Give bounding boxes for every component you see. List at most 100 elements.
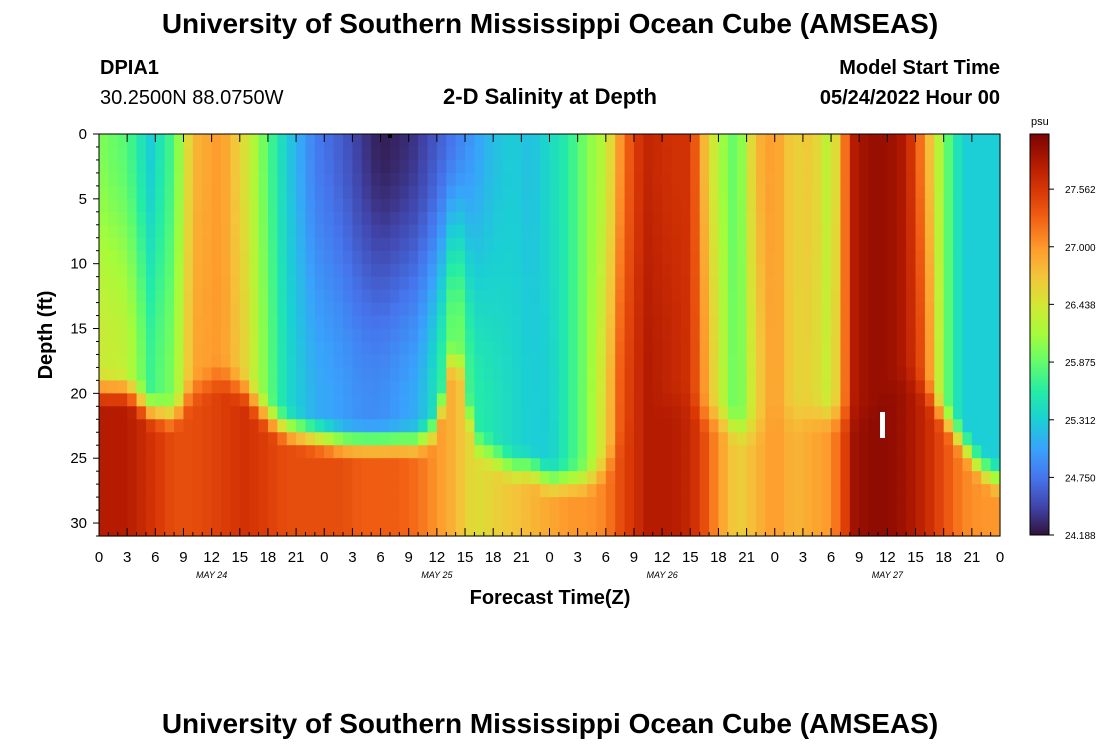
heatmap-cell bbox=[230, 276, 241, 291]
heatmap-cell bbox=[690, 237, 701, 252]
heatmap-cell bbox=[981, 419, 992, 433]
heatmap-cell bbox=[774, 250, 785, 265]
heatmap-cell bbox=[389, 211, 400, 226]
heatmap-cell bbox=[812, 354, 823, 369]
heatmap-cell bbox=[446, 497, 457, 511]
heatmap-cell bbox=[108, 146, 119, 161]
heatmap-cell bbox=[258, 510, 269, 524]
heatmap-cell bbox=[793, 523, 804, 537]
heatmap-cell bbox=[211, 484, 222, 498]
heatmap-cell bbox=[784, 484, 795, 498]
heatmap-cell bbox=[493, 380, 504, 394]
heatmap-cell bbox=[868, 224, 879, 239]
heatmap-cell bbox=[174, 315, 185, 330]
heatmap-cell bbox=[737, 445, 748, 459]
heatmap-cell bbox=[192, 484, 203, 498]
heatmap-cell bbox=[333, 302, 344, 317]
heatmap-cell bbox=[455, 146, 466, 161]
heatmap-cell bbox=[671, 276, 682, 291]
heatmap-cell bbox=[267, 159, 278, 174]
heatmap-cell bbox=[211, 328, 222, 343]
heatmap-cell bbox=[746, 471, 757, 485]
heatmap-cell bbox=[596, 419, 607, 433]
heatmap-cell bbox=[286, 341, 297, 356]
heatmap-cell bbox=[793, 172, 804, 187]
heatmap-cell bbox=[155, 250, 166, 265]
heatmap-cell bbox=[521, 224, 532, 239]
heatmap-cell bbox=[849, 134, 860, 148]
heatmap-cell bbox=[709, 523, 720, 537]
heatmap-cell bbox=[183, 471, 194, 485]
heatmap-cell bbox=[812, 432, 823, 446]
heatmap-cell bbox=[784, 341, 795, 356]
heatmap-cell bbox=[906, 263, 917, 278]
heatmap-cell bbox=[962, 341, 973, 356]
heatmap-cell bbox=[465, 341, 476, 356]
heatmap-cell bbox=[737, 406, 748, 420]
heatmap-cell bbox=[258, 393, 269, 407]
heatmap-cell bbox=[953, 510, 964, 524]
heatmap-cell bbox=[831, 198, 842, 213]
heatmap-cell bbox=[831, 471, 842, 485]
heatmap-cell bbox=[540, 146, 551, 161]
heatmap-cell bbox=[521, 445, 532, 459]
heatmap-cell bbox=[117, 458, 128, 472]
heatmap-cell bbox=[211, 250, 222, 265]
heatmap-cell bbox=[117, 289, 128, 304]
heatmap-cell bbox=[718, 367, 729, 381]
y-tick-label: 5 bbox=[79, 191, 87, 208]
heatmap-cell bbox=[831, 367, 842, 381]
heatmap-cell bbox=[164, 159, 175, 174]
heatmap-cell bbox=[718, 380, 729, 394]
heatmap-cell bbox=[953, 250, 964, 265]
heatmap-cell bbox=[577, 419, 588, 433]
heatmap-cell bbox=[239, 263, 250, 278]
heatmap-cell bbox=[127, 471, 138, 485]
heatmap-cell bbox=[211, 419, 222, 433]
heatmap-cell bbox=[896, 445, 907, 459]
heatmap-cell bbox=[474, 289, 485, 304]
y-tick-label: 25 bbox=[70, 450, 87, 467]
heatmap-cell bbox=[737, 458, 748, 472]
heatmap-cell bbox=[802, 367, 813, 381]
heatmap-cell bbox=[267, 471, 278, 485]
heatmap-cell bbox=[286, 354, 297, 369]
heatmap-cell bbox=[380, 146, 391, 161]
heatmap-cell bbox=[765, 185, 776, 200]
heatmap-cell bbox=[962, 315, 973, 330]
heatmap-cell bbox=[108, 224, 119, 239]
heatmap-cell bbox=[202, 354, 213, 369]
colorbar-tick-label: 24.188 bbox=[1065, 531, 1096, 542]
heatmap-cell bbox=[896, 159, 907, 174]
heatmap-cell bbox=[690, 146, 701, 161]
heatmap-cell bbox=[333, 328, 344, 343]
heatmap-cell bbox=[502, 497, 513, 511]
heatmap-cell bbox=[99, 302, 109, 317]
heatmap-cell bbox=[774, 211, 785, 226]
heatmap-cell bbox=[831, 328, 842, 343]
heatmap-cell bbox=[849, 497, 860, 511]
heatmap-cell bbox=[727, 315, 738, 330]
heatmap-cell bbox=[755, 263, 766, 278]
heatmap-cell bbox=[164, 276, 175, 291]
heatmap-cell bbox=[324, 198, 335, 213]
heatmap-cell bbox=[737, 328, 748, 343]
heatmap-cell bbox=[990, 341, 1001, 356]
heatmap-cell bbox=[117, 380, 128, 394]
heatmap-cell bbox=[352, 367, 363, 381]
heatmap-cell bbox=[221, 172, 231, 187]
heatmap-cell bbox=[277, 406, 288, 420]
heatmap-cell bbox=[652, 211, 663, 226]
heatmap-cell bbox=[202, 172, 213, 187]
heatmap-cell bbox=[596, 523, 607, 537]
heatmap-cell bbox=[962, 224, 973, 239]
heatmap-cell bbox=[145, 250, 156, 265]
heatmap-cell bbox=[737, 198, 748, 213]
heatmap-cell bbox=[718, 497, 729, 511]
heatmap-cell bbox=[915, 471, 926, 485]
heatmap-cell bbox=[117, 224, 128, 239]
heatmap-cell bbox=[971, 198, 982, 213]
heatmap-cell bbox=[577, 134, 588, 148]
heatmap-cell bbox=[727, 523, 738, 537]
heatmap-cell bbox=[502, 367, 513, 381]
